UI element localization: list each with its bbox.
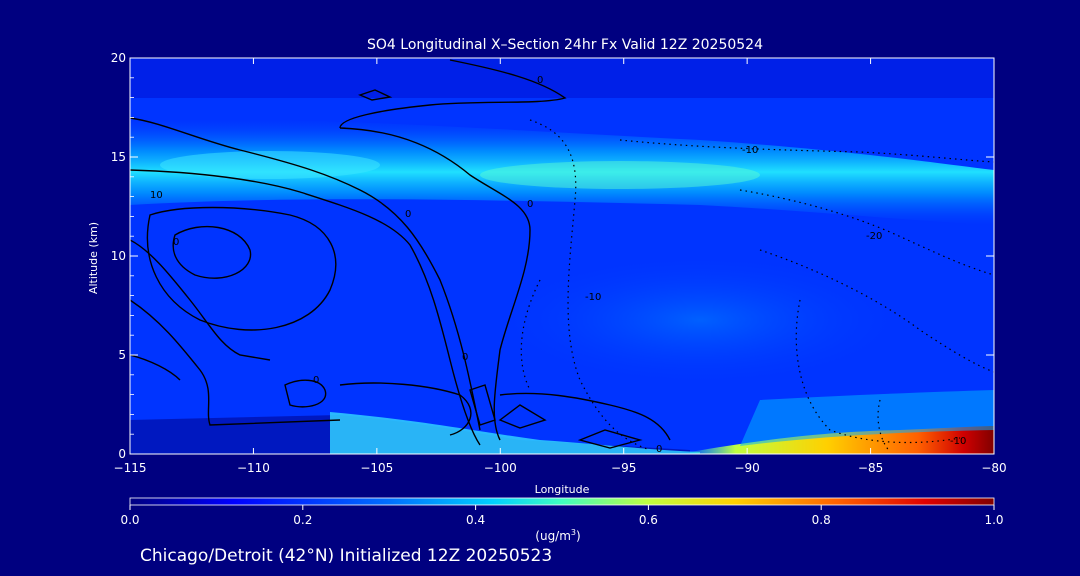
contour-line bbox=[130, 239, 271, 361]
y-tick-label: 0 bbox=[118, 447, 126, 461]
heatmap-field bbox=[130, 58, 994, 454]
contour-label: -10 bbox=[742, 145, 758, 156]
contour-line bbox=[130, 354, 181, 381]
contour-line-negative bbox=[795, 299, 961, 444]
heatmap-mid-blob bbox=[480, 250, 920, 390]
colorbar-units-text: (ug/m bbox=[535, 529, 571, 543]
colorbar-tick-label: 1.0 bbox=[984, 513, 1003, 527]
contour-label: -10 bbox=[950, 436, 966, 447]
contour-label: -10 bbox=[585, 292, 601, 303]
y-tick-label: 5 bbox=[118, 348, 126, 362]
contour-line bbox=[284, 379, 327, 408]
contour-line bbox=[339, 59, 567, 129]
y-tick-label: 10 bbox=[111, 249, 126, 263]
colorbar-units-close: ) bbox=[576, 529, 581, 543]
contour-label: 0 bbox=[405, 209, 411, 220]
contour-label: 0 bbox=[173, 237, 179, 248]
colorbar-units-sup: 3 bbox=[571, 528, 576, 537]
contour-label: 0 bbox=[527, 199, 533, 210]
contour-label: -20 bbox=[866, 231, 882, 242]
heatmap-top bbox=[130, 58, 994, 98]
x-tick-label: −115 bbox=[114, 461, 147, 475]
contour-line-negative bbox=[520, 279, 541, 391]
colorbar-tick-label: 0.6 bbox=[639, 513, 658, 527]
surface-east bbox=[690, 426, 994, 454]
x-tick-label: −105 bbox=[360, 461, 393, 475]
y-tick-label: 15 bbox=[111, 150, 126, 164]
contour-line bbox=[130, 169, 481, 446]
contour-line bbox=[146, 206, 337, 331]
x-axis-ticks: −115 −110 −105 −100 −95 −90 −85 −80 bbox=[114, 58, 1007, 475]
x-axis-label: Longitude bbox=[535, 483, 590, 496]
contour-labels: -10 -20 -10 -10 10 0 0 0 0 0 0 0 bbox=[150, 75, 966, 455]
y-axis-ticks: 0 5 10 15 20 bbox=[111, 51, 994, 461]
contour-label: 0 bbox=[537, 75, 543, 86]
contour-label: 0 bbox=[656, 444, 662, 455]
heatmap-base bbox=[130, 58, 994, 454]
contour-label: 0 bbox=[462, 352, 468, 363]
contour-line-negative bbox=[759, 249, 994, 373]
contour-line bbox=[469, 384, 496, 426]
x-tick-label: −100 bbox=[484, 461, 517, 475]
contour-line bbox=[577, 429, 643, 449]
footer-caption: Chicago/Detroit (42°N) Initialized 12Z 2… bbox=[140, 546, 552, 566]
contour-label: 0 bbox=[313, 375, 319, 386]
contour-label: 10 bbox=[150, 190, 163, 201]
x-tick-label: −110 bbox=[237, 461, 270, 475]
contour-line bbox=[172, 225, 252, 279]
upper-band bbox=[130, 119, 994, 225]
upper-band-core-west bbox=[160, 151, 380, 179]
chart-title: SO4 Longitudinal X–Section 24hr Fx Valid… bbox=[367, 37, 763, 53]
x-tick-label: −95 bbox=[611, 461, 636, 475]
upper-band-core bbox=[480, 161, 760, 189]
colorbar-tick-label: 0.8 bbox=[812, 513, 831, 527]
y-tick-label: 20 bbox=[111, 51, 126, 65]
contour-line bbox=[339, 127, 531, 441]
colorbar-units: (ug/m3) bbox=[535, 528, 580, 543]
contours bbox=[130, 59, 994, 453]
x-tick-label: −85 bbox=[858, 461, 883, 475]
contour-line bbox=[130, 117, 481, 431]
contour-line bbox=[499, 392, 671, 441]
y-axis-label: Altitude (km) bbox=[87, 222, 100, 294]
colorbar-tick-label: 0.4 bbox=[466, 513, 485, 527]
colorbar-tick-label: 0.2 bbox=[293, 513, 312, 527]
contour-line bbox=[358, 89, 393, 101]
surface-west bbox=[330, 412, 700, 454]
x-tick-label: −80 bbox=[981, 461, 1006, 475]
x-tick-label: −90 bbox=[734, 461, 759, 475]
colorbar bbox=[129, 497, 995, 506]
contour-line bbox=[498, 404, 547, 429]
colorbar-tick-label: 0.0 bbox=[120, 513, 139, 527]
contour-line bbox=[130, 299, 341, 426]
contour-line bbox=[339, 382, 472, 436]
colorbar-ticks: 0.0 0.2 0.4 0.6 0.8 1.0 bbox=[120, 505, 1004, 527]
surface-east-halo bbox=[740, 390, 994, 446]
contour-line-negative bbox=[877, 399, 891, 453]
